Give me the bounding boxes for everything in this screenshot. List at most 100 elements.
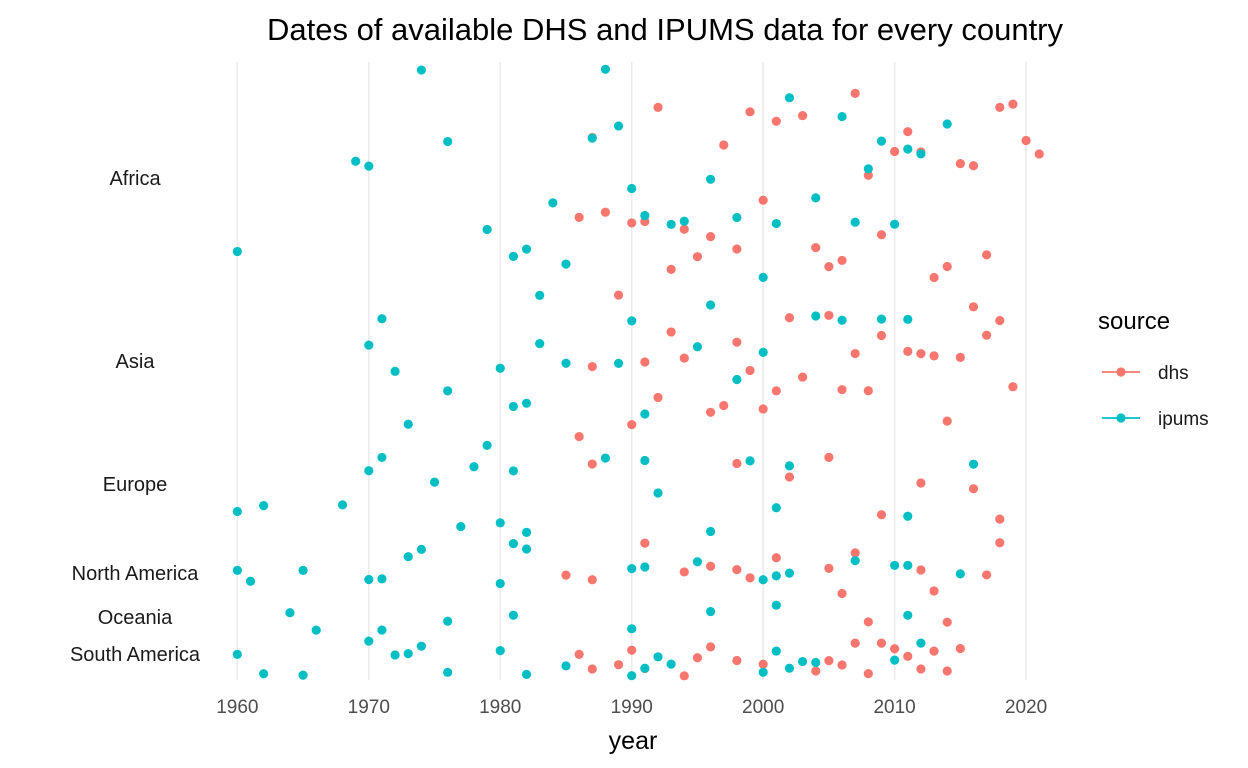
point-ipums [627, 624, 637, 634]
point-dhs [627, 218, 637, 228]
point-dhs [587, 575, 597, 585]
point-ipums [521, 527, 532, 537]
point-dhs [995, 538, 1005, 548]
point-dhs [916, 478, 926, 488]
point-dhs [653, 102, 663, 112]
legend-title: source [1098, 308, 1170, 335]
point-dhs [732, 458, 742, 469]
point-ipums [679, 216, 689, 226]
point-dhs [587, 361, 597, 372]
point-ipums [890, 560, 900, 571]
point-dhs [955, 643, 965, 654]
point-dhs [732, 564, 742, 575]
point-ipums [521, 544, 532, 554]
point-dhs [784, 313, 795, 323]
y-category-label: Europe [103, 474, 168, 496]
point-dhs [968, 161, 979, 171]
point-dhs [982, 330, 992, 340]
point-ipums [640, 663, 650, 673]
point-ipums [640, 455, 650, 466]
point-dhs [824, 310, 834, 321]
point-dhs [942, 261, 952, 272]
point-dhs [903, 127, 913, 137]
point-dhs [732, 337, 742, 347]
point-ipums [903, 314, 913, 324]
point-dhs [745, 365, 755, 376]
legend: source dhs ipums [1098, 308, 1209, 430]
point-ipums [548, 198, 558, 208]
point-ipums [521, 244, 532, 254]
point-dhs [600, 207, 611, 217]
point-dhs [574, 431, 584, 442]
point-ipums [640, 409, 650, 419]
point-dhs [732, 655, 742, 666]
point-ipums [876, 136, 887, 146]
point-ipums [784, 461, 795, 471]
point-dhs [850, 548, 860, 558]
point-dhs [705, 642, 716, 652]
point-ipums [876, 314, 887, 324]
point-ipums [508, 251, 519, 261]
x-tick-label: 1960 [216, 697, 258, 718]
point-dhs [824, 656, 834, 666]
point-ipums [377, 452, 387, 463]
point-ipums [942, 119, 952, 129]
point-dhs [929, 351, 939, 361]
point-ipums [600, 453, 611, 463]
point-ipums [416, 65, 426, 75]
y-category-label: North America [72, 563, 200, 585]
point-dhs [719, 140, 729, 150]
point-ipums [692, 342, 703, 352]
point-dhs [627, 645, 637, 655]
point-dhs [719, 400, 729, 411]
point-dhs [876, 638, 887, 648]
point-ipums [232, 246, 242, 257]
point-ipums [495, 646, 505, 656]
point-ipums [535, 339, 545, 349]
point-dhs [561, 570, 571, 580]
point-ipums [653, 488, 663, 498]
point-ipums [903, 511, 913, 521]
point-ipums [259, 669, 269, 679]
point-ipums [364, 340, 374, 350]
point-dhs [640, 357, 650, 367]
point-ipums [587, 133, 597, 143]
legend-items: dhs ipums [1102, 363, 1209, 430]
point-ipums [732, 374, 742, 385]
x-tick-label: 2020 [1005, 697, 1047, 718]
point-ipums [377, 625, 387, 635]
point-ipums [443, 667, 453, 677]
point-dhs [824, 563, 834, 573]
y-category-label: Asia [116, 351, 156, 373]
point-ipums [771, 646, 781, 656]
x-tick-label: 2010 [873, 697, 915, 718]
point-ipums [508, 539, 519, 549]
point-dhs [627, 420, 637, 430]
point-dhs [995, 514, 1005, 524]
point-ipums [903, 144, 913, 154]
point-ipums [364, 574, 374, 585]
point-ipums [495, 578, 505, 589]
point-ipums [627, 183, 637, 194]
point-ipums [443, 136, 453, 147]
point-ipums [495, 518, 505, 528]
point-ipums [784, 93, 795, 103]
point-ipums [416, 544, 426, 554]
point-dhs [903, 346, 913, 357]
point-ipums [508, 610, 519, 620]
point-dhs [955, 352, 965, 362]
point-ipums [521, 398, 532, 408]
point-dhs [705, 407, 716, 417]
point-ipums [364, 636, 374, 646]
point-ipums [364, 161, 374, 171]
point-dhs [850, 88, 860, 98]
point-ipums [613, 358, 624, 368]
point-dhs [850, 348, 860, 359]
point-ipums [627, 316, 637, 326]
point-ipums [232, 506, 242, 517]
point-dhs [771, 553, 781, 563]
point-ipums [390, 650, 400, 660]
point-ipums [811, 311, 821, 321]
point-dhs [995, 315, 1005, 326]
point-dhs [1008, 99, 1018, 109]
